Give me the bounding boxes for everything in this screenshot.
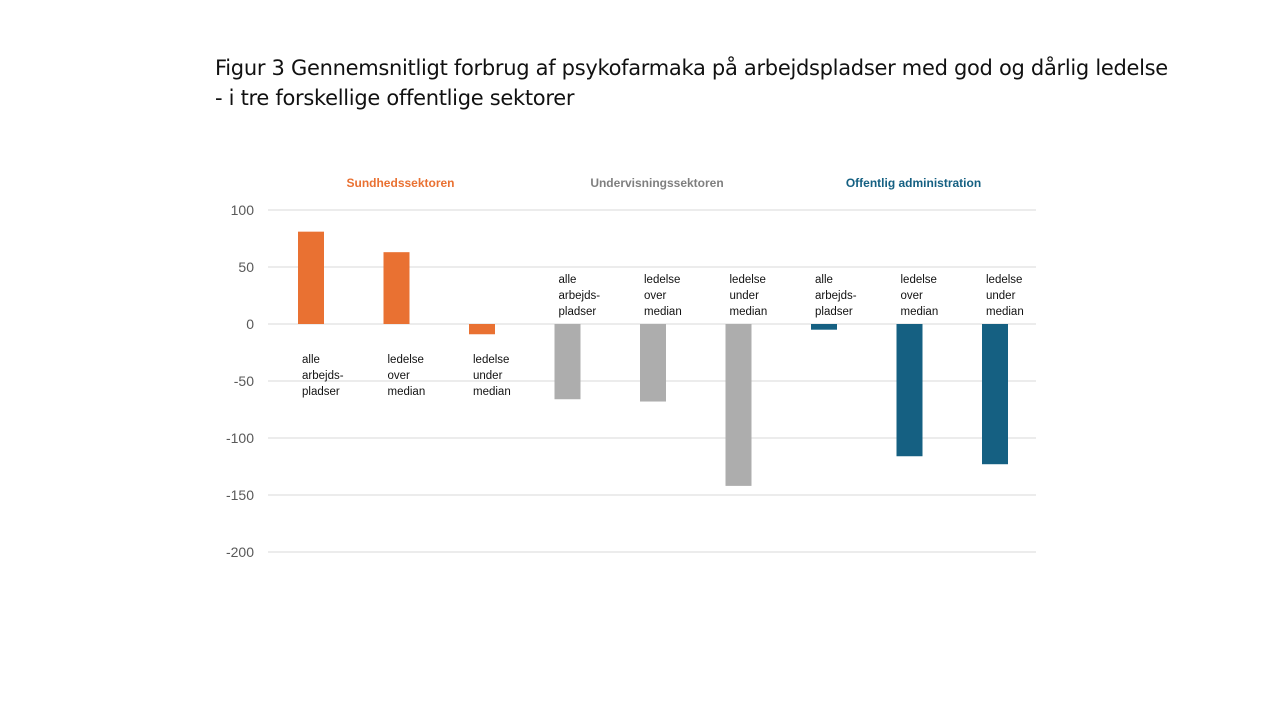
- bar-category-label: alle arbejds-pladser: [559, 274, 601, 318]
- y-tick-label: 50: [238, 259, 254, 275]
- bar-category-label-line: ledelse: [388, 354, 424, 366]
- bar-category-label-line: pladser: [559, 306, 597, 318]
- bar-category-label-line: median: [901, 306, 939, 318]
- bar-category-label-line: under: [730, 290, 760, 302]
- y-tick-label: -50: [234, 373, 254, 389]
- bar-category-label: ledelse under median: [473, 354, 511, 398]
- bar-category-label-line: pladser: [815, 306, 853, 318]
- bar-category-label-line: median: [986, 306, 1024, 318]
- bar-category-label-line: arbejds-: [302, 370, 344, 382]
- bar: [383, 252, 410, 324]
- y-tick-label: -200: [226, 544, 254, 560]
- group-header: Undervisningssektoren: [590, 176, 723, 190]
- bar-category-label-line: over: [388, 370, 411, 382]
- bar-category-label-line: over: [644, 290, 667, 302]
- y-tick-label: 0: [246, 316, 254, 332]
- bar-category-label-line: over: [901, 290, 924, 302]
- bar-category-label-line: alle: [559, 274, 577, 286]
- bar-category-label-line: pladser: [302, 386, 340, 398]
- bar-category-label-line: ledelse: [644, 274, 680, 286]
- bar-category-label: alle arbejds-pladser: [302, 354, 344, 398]
- bar-category-label-line: median: [644, 306, 682, 318]
- bar-category-label-line: ledelse: [986, 274, 1022, 286]
- bar-category-label-line: arbejds-: [815, 290, 857, 302]
- chart-title-line-1: Figur 3 Gennemsnitligt forbrug af psykof…: [215, 56, 1168, 80]
- bar-category-label-line: ledelse: [473, 354, 509, 366]
- bar-category-label-line: arbejds-: [559, 290, 601, 302]
- bar-category-label: ledelse over median: [901, 274, 939, 318]
- bar-category-label-line: median: [388, 386, 426, 398]
- bar-category-label-line: ledelse: [901, 274, 937, 286]
- bar-category-label-line: median: [473, 386, 511, 398]
- bar: [725, 324, 752, 486]
- bar: [298, 231, 324, 324]
- group-header: Sundhedssektoren: [346, 176, 454, 190]
- chart-title-line-2: - i tre forskellige offentlige sektorer: [215, 86, 575, 110]
- group-header: Offentlig administration: [846, 176, 981, 190]
- bar-category-label-line: median: [730, 306, 768, 318]
- bar-category-label-line: ledelse: [730, 274, 766, 286]
- y-tick-label: 100: [231, 202, 255, 218]
- bar-category-label: ledelse under median: [986, 274, 1024, 318]
- bar-category-label-line: under: [473, 370, 503, 382]
- bar-category-label: ledelse under median: [730, 274, 768, 318]
- bar: [982, 324, 1008, 465]
- bar-category-label: alle arbejds-pladser: [815, 274, 857, 318]
- y-tick-label: -150: [226, 487, 254, 503]
- bar-category-label-line: alle: [302, 354, 320, 366]
- bar: [469, 324, 495, 335]
- bar: [640, 324, 666, 402]
- bar-category-label: ledelse over median: [388, 354, 426, 398]
- bar-category-label-line: alle: [815, 274, 833, 286]
- bar-category-label: ledelse over median: [644, 274, 682, 318]
- bar: [896, 324, 923, 457]
- bar: [554, 324, 581, 400]
- bar-category-label-line: under: [986, 290, 1016, 302]
- y-tick-label: -100: [226, 430, 254, 446]
- chart-title: Figur 3 Gennemsnitligt forbrug af psykof…: [215, 53, 1215, 113]
- bar: [811, 324, 837, 330]
